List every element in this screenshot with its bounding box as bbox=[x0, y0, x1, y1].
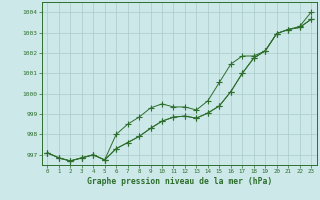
X-axis label: Graphe pression niveau de la mer (hPa): Graphe pression niveau de la mer (hPa) bbox=[87, 177, 272, 186]
